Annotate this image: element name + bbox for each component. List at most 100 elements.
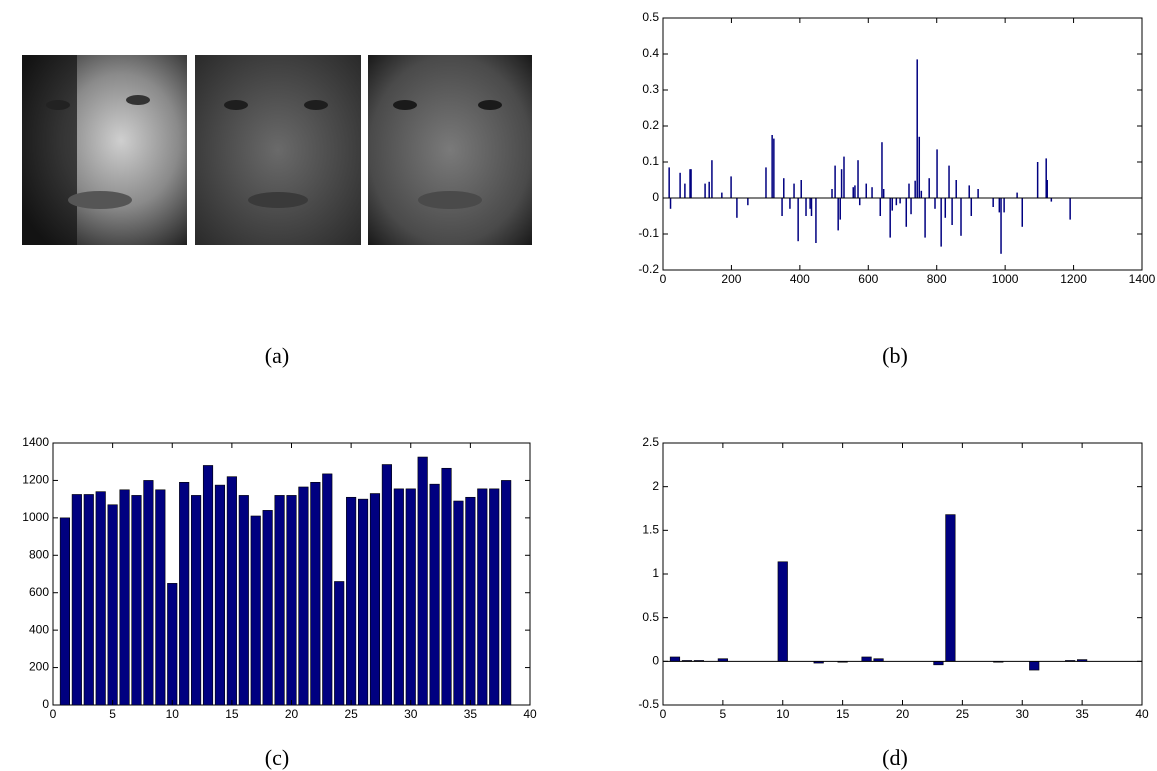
bar bbox=[465, 496, 476, 706]
bar bbox=[914, 180, 916, 198]
bar bbox=[1046, 180, 1048, 198]
bar bbox=[1003, 198, 1005, 213]
bar bbox=[905, 198, 908, 227]
bar bbox=[262, 510, 273, 706]
bar bbox=[968, 185, 970, 198]
bar bbox=[852, 187, 854, 198]
y-tick-label: 800 bbox=[29, 547, 49, 561]
y-tick-label: 1.5 bbox=[642, 523, 659, 537]
x-tick-label: 5 bbox=[109, 707, 116, 721]
bar bbox=[948, 165, 950, 198]
bar bbox=[477, 488, 488, 706]
face-images bbox=[22, 55, 532, 245]
bar bbox=[369, 493, 381, 706]
bar bbox=[809, 198, 811, 209]
bar bbox=[669, 198, 672, 209]
bar bbox=[334, 581, 345, 706]
bar bbox=[501, 480, 512, 706]
bar bbox=[857, 160, 859, 198]
x-tick-label: 1000 bbox=[992, 272, 1019, 286]
bar bbox=[202, 465, 214, 706]
bar bbox=[951, 198, 953, 225]
bar bbox=[1069, 198, 1071, 220]
bar bbox=[71, 494, 82, 706]
bar bbox=[944, 198, 947, 218]
bar bbox=[899, 198, 901, 204]
x-tick-label: 15 bbox=[836, 707, 850, 721]
y-tick-label: 0.5 bbox=[642, 10, 659, 24]
y-tick-label: 0.2 bbox=[642, 118, 659, 132]
bar bbox=[453, 500, 464, 706]
y-tick-label: 1000 bbox=[22, 510, 49, 524]
bar bbox=[871, 187, 873, 198]
bar bbox=[783, 178, 785, 198]
y-tick-label: 600 bbox=[29, 585, 49, 599]
bar bbox=[214, 484, 226, 706]
bar bbox=[945, 514, 956, 662]
x-tick-label: 0 bbox=[660, 272, 667, 286]
bar bbox=[730, 176, 732, 198]
bar bbox=[689, 169, 691, 198]
x-tick-label: 0 bbox=[660, 707, 667, 721]
bar bbox=[59, 517, 70, 706]
bar bbox=[992, 198, 994, 207]
caption: (a) bbox=[265, 343, 289, 368]
x-tick-label: 400 bbox=[790, 272, 810, 286]
y-tick-label: 1400 bbox=[22, 435, 49, 449]
y-tick-label: 200 bbox=[29, 660, 49, 674]
bar bbox=[1016, 192, 1018, 198]
bar bbox=[955, 180, 957, 198]
bar bbox=[793, 183, 795, 198]
bar bbox=[1036, 162, 1039, 198]
x-tick-label: 10 bbox=[776, 707, 790, 721]
bar bbox=[940, 198, 942, 247]
bar bbox=[834, 165, 836, 198]
bar bbox=[843, 156, 845, 198]
y-tick-label: 400 bbox=[29, 622, 49, 636]
x-tick-label: 25 bbox=[344, 707, 358, 721]
bar bbox=[882, 189, 885, 198]
bar bbox=[797, 198, 799, 242]
bar bbox=[310, 481, 321, 706]
bar bbox=[298, 486, 309, 706]
x-tick-label: 20 bbox=[896, 707, 910, 721]
bar bbox=[839, 198, 841, 220]
bar bbox=[679, 172, 681, 198]
face-shadow bbox=[22, 55, 77, 245]
y-tick-label: 0.5 bbox=[642, 610, 659, 624]
bar bbox=[711, 160, 713, 198]
face-eye bbox=[393, 100, 417, 110]
y-tick-label: 0 bbox=[42, 697, 49, 711]
bar bbox=[781, 198, 783, 216]
bar bbox=[191, 495, 202, 706]
bar bbox=[95, 491, 106, 706]
x-tick-label: 25 bbox=[956, 707, 970, 721]
bar bbox=[1029, 661, 1040, 671]
bar bbox=[690, 169, 692, 198]
bar bbox=[684, 183, 686, 198]
bar bbox=[934, 198, 936, 209]
x-tick-label: 15 bbox=[225, 707, 239, 721]
bar bbox=[805, 198, 807, 216]
bar bbox=[854, 185, 856, 198]
bar bbox=[960, 198, 962, 236]
y-tick-label: 1200 bbox=[22, 473, 49, 487]
x-tick-label: 200 bbox=[721, 272, 741, 286]
bar bbox=[1045, 158, 1047, 198]
bar bbox=[928, 178, 930, 198]
x-tick-label: 20 bbox=[285, 707, 299, 721]
bar bbox=[1050, 198, 1053, 202]
bar bbox=[918, 136, 921, 198]
x-tick-label: 30 bbox=[1016, 707, 1030, 721]
bar bbox=[1021, 198, 1023, 227]
face-eye bbox=[46, 100, 70, 110]
face-eye bbox=[304, 100, 328, 110]
x-tick-label: 35 bbox=[1075, 707, 1089, 721]
bar bbox=[773, 138, 775, 198]
x-tick-label: 40 bbox=[523, 707, 537, 721]
bar bbox=[489, 488, 500, 706]
bar bbox=[286, 495, 297, 706]
x-tick-label: 600 bbox=[858, 272, 878, 286]
bar bbox=[831, 189, 833, 198]
